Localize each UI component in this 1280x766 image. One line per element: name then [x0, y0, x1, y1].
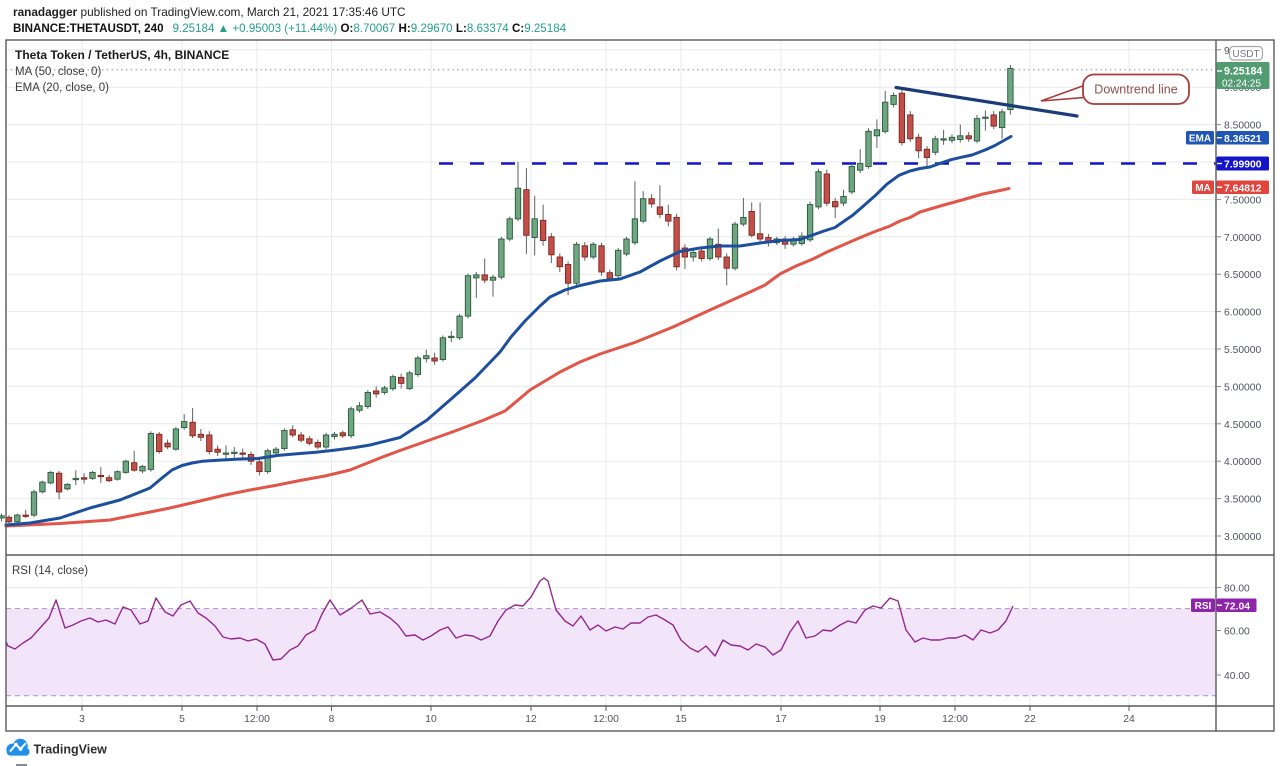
svg-text:6.00000: 6.00000 [1224, 308, 1261, 319]
svg-text:8: 8 [329, 714, 335, 725]
svg-text:72.04: 72.04 [1224, 601, 1250, 612]
svg-text:Downtrend line: Downtrend line [1094, 83, 1177, 97]
svg-text:3.50000: 3.50000 [1224, 495, 1261, 506]
svg-text:12:00: 12:00 [942, 714, 968, 725]
svg-text:6.50000: 6.50000 [1224, 270, 1261, 281]
svg-text:22: 22 [1024, 714, 1036, 725]
svg-text:MA: MA [1195, 183, 1211, 194]
svg-text:EMA: EMA [1189, 134, 1211, 145]
svg-text:40.00: 40.00 [1224, 671, 1250, 682]
svg-text:60.00: 60.00 [1224, 627, 1250, 638]
svg-text:12:00: 12:00 [593, 714, 619, 725]
svg-text:4.00000: 4.00000 [1224, 457, 1261, 468]
svg-text:17: 17 [775, 714, 787, 725]
svg-text:MA (50, close, 0): MA (50, close, 0) [15, 66, 101, 78]
svg-text:TradingView: TradingView [34, 743, 108, 757]
svg-text:10: 10 [425, 714, 437, 725]
svg-text:5.50000: 5.50000 [1224, 345, 1261, 356]
svg-text:24: 24 [1123, 714, 1135, 725]
svg-text:3.00000: 3.00000 [1224, 532, 1261, 543]
svg-text:RSI (14, close): RSI (14, close) [12, 565, 88, 577]
svg-text:USDT: USDT [1232, 49, 1259, 60]
svg-text:5.00000: 5.00000 [1224, 382, 1261, 393]
svg-text:15: 15 [675, 714, 687, 725]
svg-text:12: 12 [525, 714, 537, 725]
svg-text:7.00000: 7.00000 [1224, 233, 1261, 244]
svg-text:7.50000: 7.50000 [1224, 195, 1261, 206]
svg-text:3: 3 [79, 714, 85, 725]
svg-text:9.25184: 9.25184 [1224, 66, 1262, 78]
svg-text:19: 19 [874, 714, 886, 725]
svg-text:7.64812: 7.64812 [1224, 183, 1262, 194]
svg-text:8.36521: 8.36521 [1224, 134, 1262, 145]
svg-text:BINANCE:THETAUSDT, 240 9.2518: BINANCE:THETAUSDT, 240 9.25184 ▲ +0.9500… [13, 22, 567, 35]
svg-text:RSI: RSI [1195, 601, 1212, 612]
svg-text:80.00: 80.00 [1224, 584, 1250, 595]
svg-text:12:00: 12:00 [244, 714, 270, 725]
svg-text:7.99900: 7.99900 [1224, 160, 1262, 171]
svg-text:4.50000: 4.50000 [1224, 420, 1261, 431]
svg-text:5: 5 [179, 714, 185, 725]
svg-text:02:24:25: 02:24:25 [1222, 79, 1261, 90]
svg-text:8.50000: 8.50000 [1224, 121, 1261, 132]
svg-text:ranadagger published on Tradin: ranadagger published on TradingView.com,… [13, 5, 406, 19]
svg-text:Theta Token / TetherUS, 4h, BI: Theta Token / TetherUS, 4h, BINANCE [15, 48, 229, 62]
svg-text:EMA (20, close, 0): EMA (20, close, 0) [15, 82, 109, 94]
